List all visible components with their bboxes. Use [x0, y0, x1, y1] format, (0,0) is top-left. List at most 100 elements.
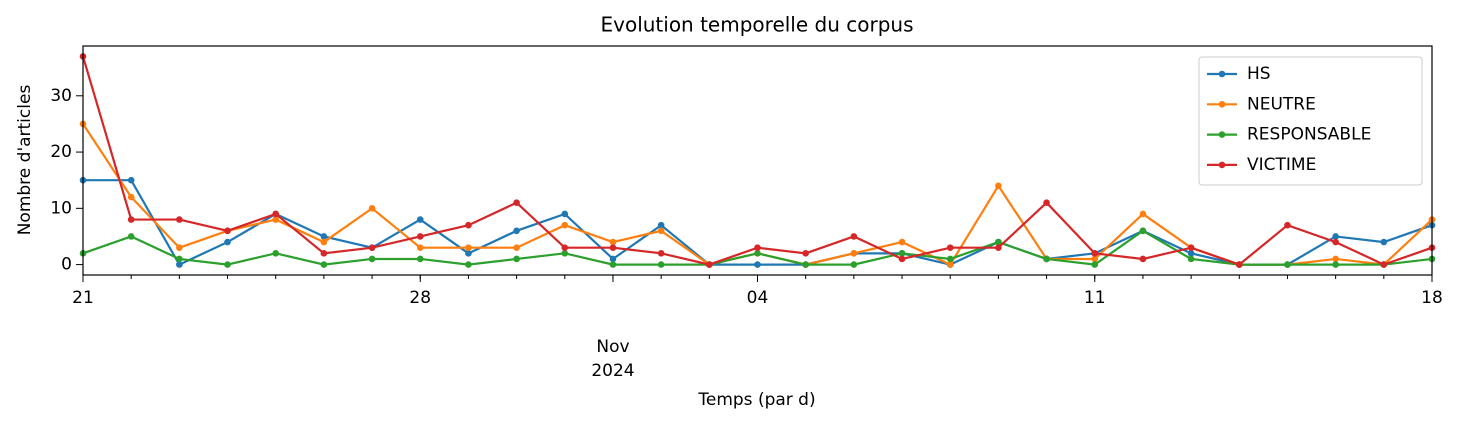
data-point [561, 250, 569, 257]
y-tick-label: 20 [50, 142, 72, 162]
data-point [946, 261, 954, 268]
legend-marker [1218, 70, 1226, 78]
data-point [1332, 238, 1339, 246]
data-point [1043, 199, 1050, 206]
data-point [1187, 244, 1195, 252]
data-point [1139, 227, 1147, 235]
legend-marker [1218, 161, 1226, 169]
data-point [1091, 255, 1099, 263]
data-point [127, 176, 135, 184]
data-point [657, 250, 665, 257]
data-point [1043, 255, 1050, 263]
data-point [706, 261, 713, 268]
legend: HS NEUTRE RESPONSABLE VICTIME [1198, 56, 1423, 186]
data-point [946, 244, 954, 252]
x-tick-label: 28 [409, 288, 431, 308]
data-point [513, 227, 520, 235]
y-tick-label: 10 [50, 198, 72, 218]
data-point [1235, 261, 1243, 268]
data-point [609, 238, 617, 246]
data-point [224, 227, 231, 235]
data-point [272, 210, 280, 218]
data-point [609, 244, 617, 252]
data-point [1380, 261, 1388, 268]
legend-marker [1218, 101, 1226, 108]
data-point [561, 244, 569, 252]
data-point [224, 261, 231, 268]
data-point [1284, 261, 1291, 268]
y-tick-label: 30 [50, 86, 72, 106]
x-tick-label: Nov 2024 [591, 337, 634, 381]
x-tick-label: 21 [72, 288, 94, 308]
data-point [1139, 210, 1147, 218]
data-point [802, 250, 809, 257]
x-tick-label: 18 [1421, 288, 1443, 308]
data-point [754, 244, 761, 252]
data-point [513, 199, 520, 206]
data-point [1187, 255, 1195, 263]
legend-box [1198, 56, 1423, 186]
data-point [754, 250, 761, 257]
data-point [946, 255, 954, 263]
data-point [127, 233, 135, 240]
data-point [368, 205, 376, 212]
data-point [1187, 250, 1195, 257]
data-point [657, 221, 665, 229]
data-point [1380, 238, 1388, 246]
data-point [561, 210, 569, 218]
data-point [416, 216, 424, 223]
data-point [995, 182, 1002, 190]
data-point [127, 193, 135, 201]
data-point [850, 250, 858, 257]
data-point [416, 233, 424, 240]
data-point [609, 255, 617, 263]
data-point [272, 250, 280, 257]
data-point [1284, 221, 1291, 229]
chart-title: Evolution temporelle du corpus [600, 13, 913, 37]
x-tick-label: 11 [1084, 288, 1106, 308]
data-point [416, 244, 424, 252]
data-point [898, 238, 906, 246]
legend-label: HS [1247, 64, 1271, 84]
data-point [754, 261, 761, 268]
legend-marker [1218, 131, 1226, 138]
x-axis-label: Temps (par d) [697, 390, 815, 410]
data-point [320, 250, 328, 257]
data-point [850, 261, 858, 268]
data-point [224, 238, 231, 246]
legend-label: VICTIME [1247, 155, 1316, 175]
data-point [995, 238, 1002, 246]
data-point [320, 233, 328, 240]
data-point [1332, 261, 1339, 268]
y-tick-label: 0 [61, 255, 72, 275]
data-point [127, 216, 135, 223]
data-point [176, 216, 183, 223]
data-point [416, 255, 424, 263]
y-axis-label: Nombre d'articles [15, 85, 35, 236]
data-point [176, 255, 183, 263]
data-point [465, 221, 472, 229]
data-point [368, 244, 376, 252]
data-point [898, 255, 906, 263]
data-point [513, 255, 520, 263]
data-point [320, 238, 328, 246]
plot-frame [82, 45, 1433, 276]
data-point [657, 227, 665, 235]
data-point [465, 244, 472, 252]
data-point [513, 244, 520, 252]
legend-label: RESPONSABLE [1247, 125, 1371, 145]
data-point [609, 261, 617, 268]
data-point [368, 255, 376, 263]
legend-label: NEUTRE [1247, 94, 1316, 114]
data-point [802, 261, 809, 268]
data-point [1332, 233, 1339, 240]
data-point [465, 250, 472, 257]
data-point [561, 221, 569, 229]
data-point [320, 261, 328, 268]
data-point [465, 261, 472, 268]
data-point [1091, 250, 1099, 257]
data-point [995, 244, 1002, 252]
data-point [1091, 261, 1099, 268]
data-point [898, 250, 906, 257]
